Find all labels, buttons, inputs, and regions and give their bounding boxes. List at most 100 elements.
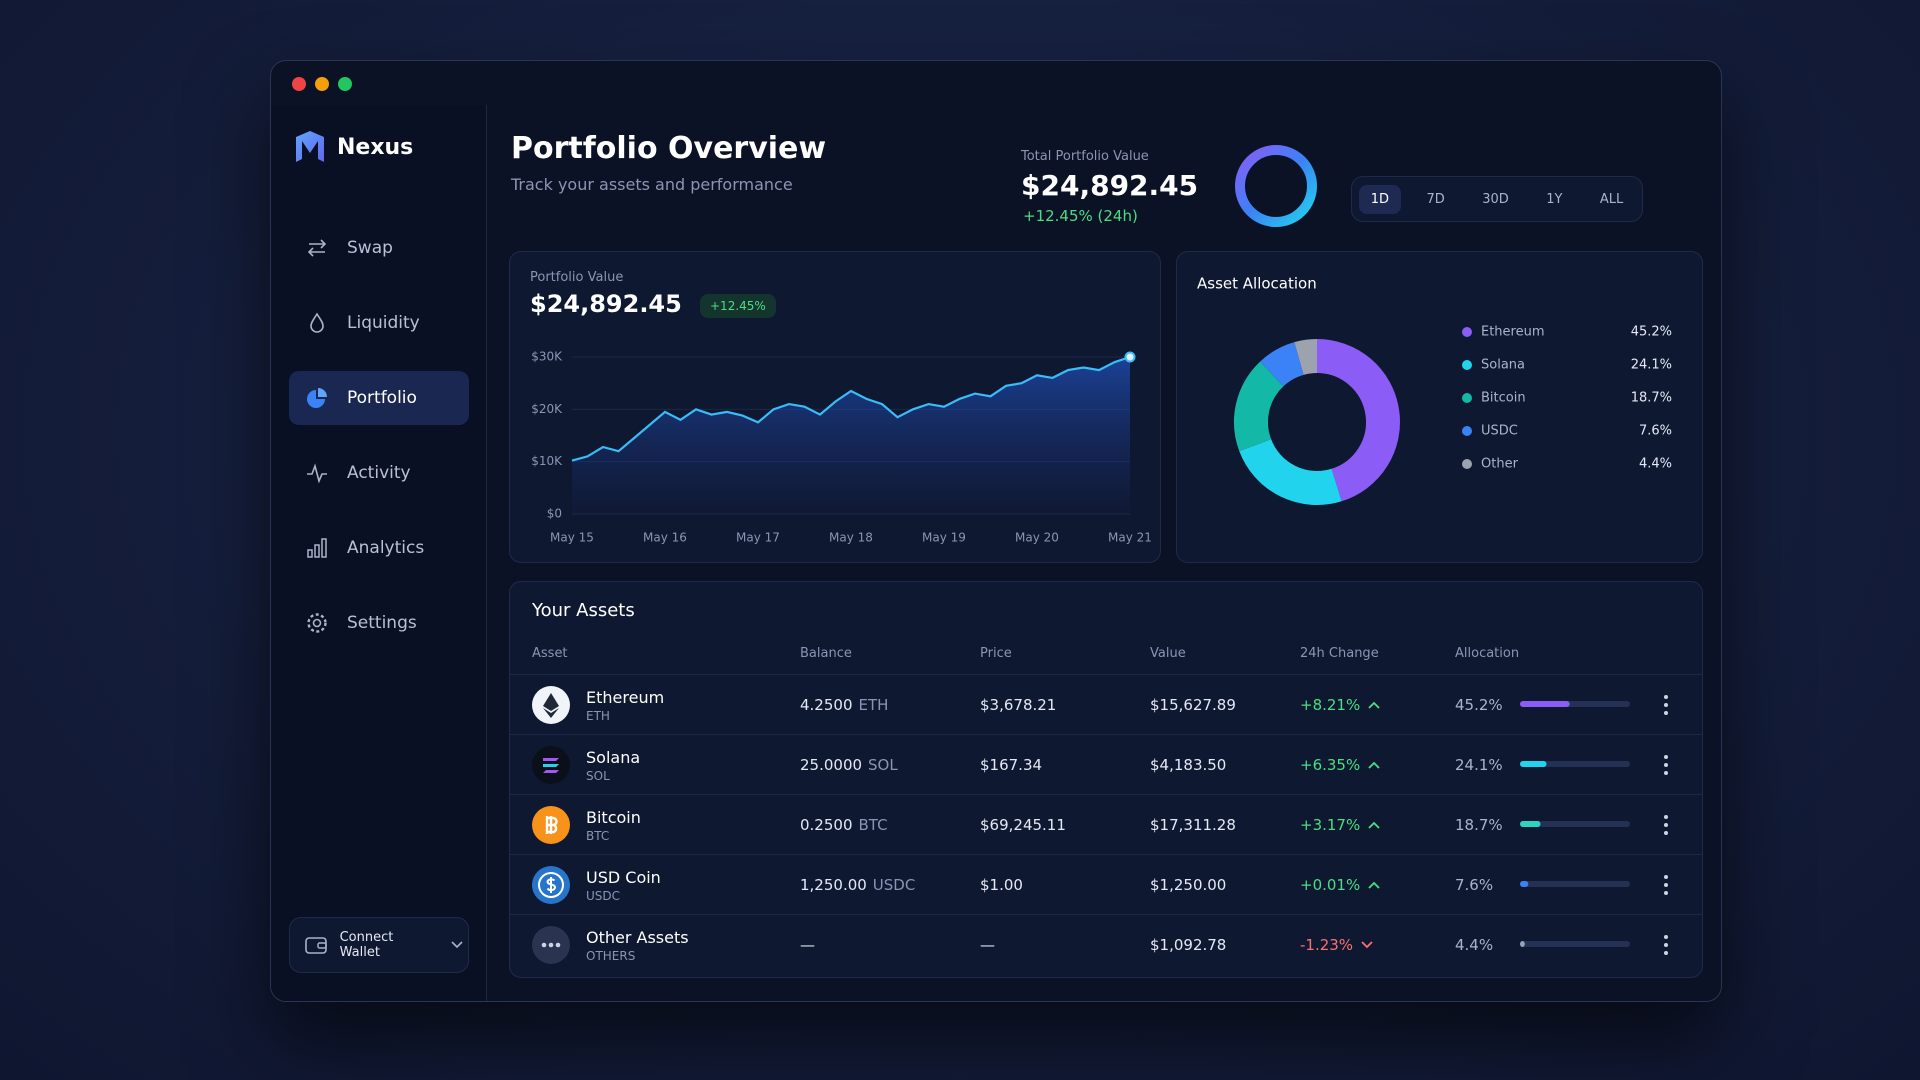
y-tick-label: $10K: [531, 454, 563, 468]
end-point: [1124, 351, 1136, 363]
nav-icon: [307, 613, 327, 633]
price: $167.34: [980, 756, 1043, 774]
column-header: 24h Change: [1300, 646, 1379, 661]
balance-unit: SOL: [868, 756, 898, 774]
row-menu[interactable]: [1660, 813, 1672, 837]
asset-symbol: USDC: [586, 888, 621, 903]
balance: 1,250.00: [800, 876, 867, 894]
legend-label: Ethereum: [1481, 325, 1545, 340]
nav-item[interactable]: Settings: [289, 596, 469, 650]
asset-name-block: Bitcoin BTC: [586, 808, 641, 843]
arrow: [1368, 881, 1380, 889]
allocation-bar: [1520, 761, 1547, 767]
column-header: Price: [980, 646, 1012, 661]
legend-value: 7.6%: [1639, 424, 1672, 439]
row-menu[interactable]: [1660, 933, 1672, 957]
allocation-bar: [1520, 941, 1525, 947]
allocation-card: Asset Allocation Ethereum 45.2% Solana 24.1%…: [1176, 251, 1703, 563]
asset-name: USD Coin: [586, 867, 661, 887]
row-menu[interactable]: [1660, 753, 1672, 777]
menu-dot: [1664, 951, 1668, 955]
value: $1,092.78: [1150, 936, 1227, 954]
connect-wallet-button[interactable]: Connect Wallet: [289, 917, 469, 973]
page-title: Portfolio Overview: [511, 131, 827, 166]
menu-dot: [1664, 935, 1668, 939]
row-menu[interactable]: [1660, 873, 1672, 897]
range-button[interactable]: ALL: [1599, 191, 1624, 207]
nav-item[interactable]: Activity: [289, 446, 469, 500]
range-button[interactable]: 30D: [1482, 191, 1509, 207]
assets-card: Your Assets Asset Balance Price Value 24h Ch…: [509, 581, 1703, 978]
range-button[interactable]: 7D: [1426, 191, 1445, 207]
app-name: Nexus: [337, 135, 414, 160]
close-dot[interactable]: [292, 77, 306, 91]
nav-label: Portfolio: [347, 388, 417, 408]
nav-item[interactable]: Portfolio: [289, 371, 469, 425]
menu-dot: [1664, 831, 1668, 835]
balance-unit: ETH: [858, 696, 889, 714]
asset-name-block: Solana SOL: [586, 748, 640, 783]
change-arrow: [1368, 821, 1380, 829]
asset-icon: [532, 866, 570, 904]
legend-value: 4.4%: [1639, 457, 1672, 472]
nav-label: Activity: [347, 463, 411, 483]
y-tick-label: $20K: [531, 402, 563, 416]
nav-item[interactable]: Swap: [289, 221, 469, 275]
balance-unit: BTC: [858, 816, 888, 834]
minimize-dot[interactable]: [315, 77, 329, 91]
chevron-icon: [451, 941, 463, 949]
allocation-label: 45.2%: [1455, 696, 1503, 714]
menu-dot: [1664, 695, 1668, 699]
range-selector: 1D 7D 30D 1Y ALL: [1351, 176, 1643, 222]
asset-cell: USD Coin USDC: [532, 855, 661, 915]
x-tick-label: May 16: [643, 531, 687, 545]
page-subtitle: Track your assets and performance: [511, 175, 793, 194]
x-tick-label: May 15: [550, 531, 594, 545]
value: $1,250.00: [1150, 876, 1227, 894]
table-row: Solana SOL 25.0000 SOL $167.34 $4,183.50 +6.35…: [510, 734, 1702, 795]
change: +8.21%: [1300, 696, 1361, 714]
donut-segment: [1316, 339, 1400, 502]
menu-dot: [1664, 883, 1668, 887]
value: $15,627.89: [1150, 696, 1236, 714]
range-button[interactable]: 1D: [1358, 184, 1401, 214]
nav-label: Liquidity: [347, 313, 420, 333]
x-tick-label: May 17: [736, 531, 780, 545]
table-row: USD Coin USDC 1,250.00 USDC $1.00 $1,250.00 +0…: [510, 854, 1702, 915]
menu-dot: [1664, 891, 1668, 895]
change-arrow: [1361, 941, 1373, 949]
balance: 4.2500: [800, 696, 853, 714]
asset-name: Solana: [586, 747, 641, 767]
asset-name: Ethereum: [586, 687, 665, 707]
maximize-dot[interactable]: [338, 77, 352, 91]
legend-label: Bitcoin: [1481, 391, 1526, 406]
menu-dot: [1664, 703, 1668, 707]
track: [1520, 941, 1630, 947]
menu-dot: [1664, 771, 1668, 775]
allocation-bar-track: [1520, 941, 1630, 947]
chart-value: $24,892.45: [530, 290, 682, 318]
donut-segment: [1260, 342, 1305, 387]
column-header: Balance: [800, 646, 852, 661]
legend-dot: [1462, 393, 1472, 403]
nav-item[interactable]: Liquidity: [289, 296, 469, 350]
table-row: Bitcoin BTC 0.2500 BTC $69,245.11 $17,311.28 +…: [510, 794, 1702, 855]
change: +6.35%: [1300, 756, 1361, 774]
change-cell: +3.17%: [1300, 795, 1382, 855]
total-label: Total Portfolio Value: [1021, 149, 1149, 164]
asset-symbol: OTHERS: [586, 948, 636, 963]
allocation-label: 18.7%: [1455, 816, 1503, 834]
allocation-label: 24.1%: [1455, 756, 1503, 774]
wallet-icon: [305, 937, 327, 954]
balance: 0.2500: [800, 816, 853, 834]
range-button[interactable]: 1Y: [1546, 191, 1563, 207]
menu-dot: [1664, 823, 1668, 827]
asset-name-block: USD Coin USDC: [586, 868, 661, 903]
change: +3.17%: [1300, 816, 1361, 834]
row-menu[interactable]: [1660, 693, 1672, 717]
nav-item[interactable]: Analytics: [289, 521, 469, 575]
allocation-bar: [1520, 821, 1541, 827]
asset-icon: [532, 686, 570, 724]
asset-name-block: Other Assets OTHERS: [586, 928, 689, 963]
